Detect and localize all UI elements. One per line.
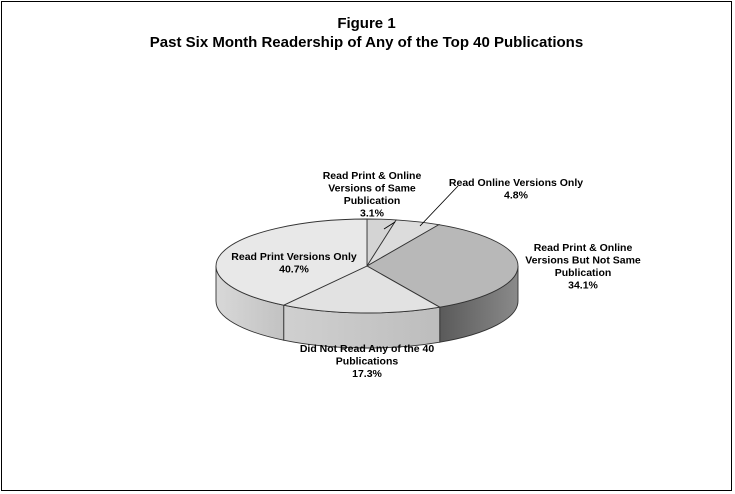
slice-label-text: 17.3% <box>352 368 382 380</box>
slice-label-text: Did Not Read Any of the 40 <box>300 343 435 355</box>
slice-label-text: 4.8% <box>504 190 529 202</box>
chart-title: Figure 1 <box>337 15 396 32</box>
slice-label-text: Publication <box>344 195 401 207</box>
pie-sides <box>215 265 519 349</box>
pie-slice <box>282 265 442 314</box>
leader-line <box>383 221 396 230</box>
slice-label-text: Publication <box>555 267 612 279</box>
slice-label-text: Read Print & Online <box>534 242 633 254</box>
chart-title-block: Figure 1 Past Six Month Readership of An… <box>0 14 733 52</box>
leader-line <box>419 185 459 227</box>
slice-label-text: Versions of Same <box>328 183 416 195</box>
slice-label-text: Read Print & Online <box>323 170 422 182</box>
pie-slice <box>215 218 368 306</box>
pie-slice <box>366 224 519 308</box>
slice-label-text: Read Print Versions Only <box>231 251 357 263</box>
slice-label-text: 3.1% <box>360 208 385 220</box>
chart-subtitle: Past Six Month Readership of Any of the … <box>149 34 584 51</box>
slice-label-text: Publications <box>336 356 399 368</box>
slice-label-text: 40.7% <box>279 264 309 276</box>
pie-tops <box>215 218 519 314</box>
slice-label-text: 34.1% <box>568 280 598 292</box>
slice-label-text: Versions But Not Same <box>525 255 641 267</box>
leader-lines <box>383 185 459 230</box>
slice-label-text: Read Online Versions Only <box>449 177 583 189</box>
